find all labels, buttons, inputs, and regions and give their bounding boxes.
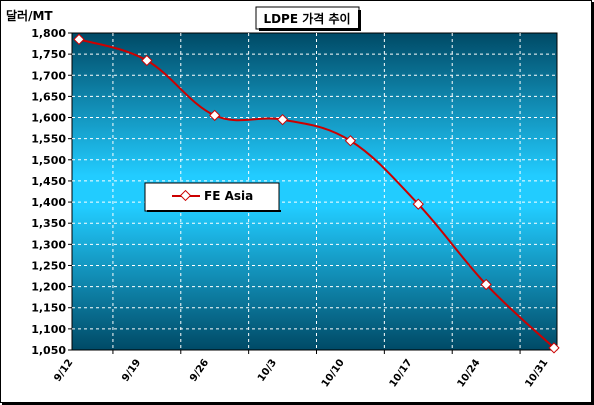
series-line-0 xyxy=(78,38,555,349)
y-tick-label: 1,200 xyxy=(31,281,66,294)
chart-title: LDPE 가격 추이 xyxy=(263,11,350,26)
x-tick-label: 10/31 xyxy=(523,357,550,389)
legend-label: FE Asia xyxy=(204,189,253,203)
data-point-marker xyxy=(73,33,85,45)
x-tick-label: 9/19 xyxy=(120,357,143,383)
y-tick-label: 1,300 xyxy=(31,238,66,251)
y-tick-label: 1,150 xyxy=(31,302,66,315)
x-tick-label: 9/12 xyxy=(52,357,75,383)
x-tick-label: 10/24 xyxy=(456,357,483,389)
y-tick-label: 1,050 xyxy=(31,344,66,357)
data-point-marker xyxy=(344,135,357,147)
legend-marker xyxy=(179,189,192,202)
x-axis-ticks: 9/12 9/19 9/26 10/3 10/10 10/17 10/24 10/31 xyxy=(44,350,550,390)
y-tick-label: 1,100 xyxy=(31,323,66,336)
data-point-marker xyxy=(548,342,560,354)
data-point-marker xyxy=(141,54,153,67)
y-axis-label: 달러/MT xyxy=(6,8,53,23)
y-tick-label: 1,400 xyxy=(31,196,66,209)
legend: FE Asia xyxy=(144,182,281,212)
x-tick-label: 9/26 xyxy=(188,357,211,383)
data-point-marker xyxy=(276,113,289,126)
y-tick-label: 1,750 xyxy=(31,48,66,61)
data-point-marker xyxy=(209,109,221,122)
y-tick-label: 1,650 xyxy=(31,90,66,103)
y-tick-label: 1,800 xyxy=(31,27,66,40)
series-layer xyxy=(73,33,560,354)
y-tick-label: 1,600 xyxy=(31,112,66,125)
chart-title-box: LDPE 가격 추이 xyxy=(255,6,361,31)
x-tick-label: 10/10 xyxy=(320,357,347,389)
y-tick-label: 1,350 xyxy=(31,217,66,230)
y-tick-label: 1,500 xyxy=(31,154,66,167)
y-tick-label: 1,550 xyxy=(31,133,66,146)
x-tick-label: 10/3 xyxy=(256,357,279,383)
y-tick-label: 1,700 xyxy=(31,69,66,82)
x-tick-label: 10/17 xyxy=(388,357,415,389)
data-point-marker xyxy=(412,198,424,210)
y-axis-ticks: 1,050 1,100 1,150 1,200 1,250 1,300 1,350 1,400… xyxy=(31,27,72,357)
data-point-marker xyxy=(480,278,492,291)
grid-layer xyxy=(72,33,557,350)
y-tick-label: 1,450 xyxy=(31,175,66,188)
y-tick-label: 1,250 xyxy=(31,259,66,272)
